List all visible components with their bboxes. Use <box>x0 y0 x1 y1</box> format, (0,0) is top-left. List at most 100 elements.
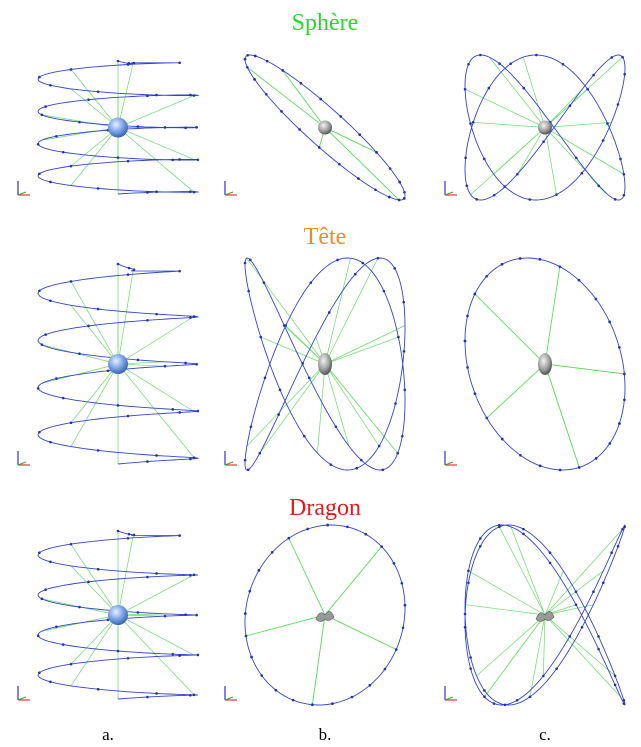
camera-point <box>518 257 522 260</box>
camera-point <box>69 421 73 425</box>
camera-point <box>178 269 181 273</box>
camera-point <box>608 320 611 324</box>
view-ray <box>70 565 119 616</box>
camera-point <box>568 104 572 108</box>
view-ray <box>542 614 546 676</box>
camera-point <box>38 551 41 554</box>
camera-point <box>388 195 391 199</box>
camera-point <box>374 188 377 192</box>
camera-point <box>78 605 81 609</box>
camera-point <box>522 86 526 90</box>
camera-point <box>106 618 110 622</box>
camera-point <box>136 611 140 614</box>
camera-point <box>298 128 301 131</box>
camera-point <box>49 83 52 87</box>
view-ray <box>544 363 625 375</box>
camera-point <box>277 413 280 416</box>
camera-point <box>126 159 130 163</box>
camera-point <box>376 256 380 260</box>
camera-point <box>116 262 120 266</box>
camera-point <box>394 402 397 405</box>
camera-point <box>171 408 175 411</box>
axis-icon <box>224 461 234 466</box>
camera-point <box>594 297 598 301</box>
view-ray <box>544 266 561 365</box>
camera-point <box>259 335 263 339</box>
view-ray <box>544 570 604 616</box>
camera-point <box>618 422 621 425</box>
camera-point <box>146 94 149 98</box>
view-ray <box>544 127 625 175</box>
view-ray <box>117 316 195 365</box>
view-ray <box>324 336 399 365</box>
view-ray <box>544 614 616 677</box>
view-ray <box>544 604 594 616</box>
camera-point <box>40 597 44 601</box>
row-title: Dragon <box>289 495 361 521</box>
camera-point <box>621 527 624 531</box>
axis-icon <box>444 696 454 701</box>
camera-point <box>192 693 196 697</box>
camera-point <box>146 460 149 463</box>
camera-point <box>243 57 247 61</box>
camera-point <box>247 289 250 293</box>
view-ray <box>470 127 546 195</box>
camera-point <box>126 414 130 418</box>
camera-point <box>548 561 552 565</box>
camera-point <box>610 56 614 59</box>
camera-point <box>178 61 181 65</box>
camera-point <box>178 534 181 537</box>
camera-point <box>55 377 58 380</box>
camera-point <box>346 525 349 529</box>
camera-point <box>396 451 400 455</box>
camera-point <box>246 468 250 472</box>
camera-point <box>263 376 267 380</box>
camera-point <box>38 172 41 176</box>
camera-point <box>106 369 110 373</box>
camera-point <box>574 156 578 160</box>
camera-point <box>548 551 552 554</box>
view-ray <box>259 363 326 454</box>
axis-icon <box>17 461 27 466</box>
camera-point <box>126 656 130 660</box>
camera-point <box>262 281 266 284</box>
camera-point <box>38 75 41 79</box>
view-ray <box>41 127 119 141</box>
camera-point <box>192 315 196 318</box>
camera-point <box>329 463 333 466</box>
camera-point <box>503 185 507 188</box>
camera-point <box>608 442 612 445</box>
camera-point <box>36 143 40 146</box>
view-ray <box>117 574 195 616</box>
view-ray <box>117 270 134 365</box>
camera-point <box>339 115 342 118</box>
camera-point <box>469 122 472 125</box>
camera-point <box>327 311 331 314</box>
camera-point <box>357 177 360 180</box>
object <box>318 120 332 135</box>
camera-point <box>492 193 496 197</box>
view-ray <box>476 614 546 677</box>
camera-point <box>397 198 401 202</box>
camera-point <box>402 197 406 200</box>
camera-point <box>36 387 40 390</box>
camera-point <box>96 449 100 452</box>
camera-point <box>467 62 470 66</box>
camera-point <box>281 69 285 72</box>
camera-point <box>246 53 249 57</box>
camera-point <box>192 190 196 194</box>
camera-point <box>475 198 479 201</box>
camera-path <box>244 524 406 706</box>
camera-point <box>280 110 283 113</box>
camera-point <box>49 440 52 444</box>
camera-point <box>44 588 47 591</box>
camera-point <box>69 164 73 168</box>
view-ray <box>544 526 625 616</box>
camera-point <box>580 171 584 175</box>
camera-point <box>574 590 578 593</box>
view-ray <box>324 127 377 153</box>
camera-point <box>498 523 501 527</box>
view-ray <box>517 127 546 175</box>
camera-point <box>55 625 58 629</box>
panel <box>444 53 626 201</box>
